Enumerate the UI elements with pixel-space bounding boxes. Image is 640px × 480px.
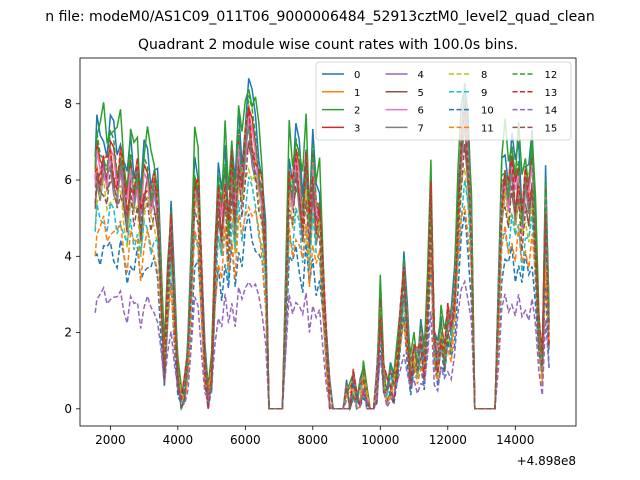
legend-label-3: 3 (354, 123, 360, 134)
legend-label-13: 13 (545, 88, 558, 99)
plot-frame (79, 57, 577, 427)
x-tick-label: 6000 (230, 433, 261, 447)
legend-label-6: 6 (418, 106, 424, 117)
legend-box (315, 61, 572, 141)
legend-label-12: 12 (545, 70, 558, 81)
figure-suptitle: n file: modeM0/AS1C09_011T06_9000006484_… (45, 9, 594, 25)
series-lines (94, 78, 550, 412)
legend-label-8: 8 (481, 70, 487, 81)
chart-title: Quadrant 2 module wise count rates with … (138, 37, 518, 53)
x-offset-label: +4.898e8 (517, 454, 576, 468)
legend-label-7: 7 (418, 123, 424, 134)
x-tick-label: 10000 (361, 433, 399, 447)
y-tick-label: 0 (64, 402, 72, 416)
legend-label-0: 0 (354, 70, 360, 81)
x-tick-label: 12000 (429, 433, 467, 447)
x-tick-label: 14000 (496, 433, 534, 447)
y-tick-label: 2 (64, 326, 72, 340)
legend-label-14: 14 (545, 106, 558, 117)
legend-label-11: 11 (481, 123, 494, 134)
y-tick-label: 6 (64, 173, 72, 187)
legend-label-1: 1 (354, 88, 360, 99)
y-tick-label: 4 (64, 249, 72, 263)
legend-label-9: 9 (481, 88, 487, 99)
legend-label-2: 2 (354, 106, 360, 117)
legend-label-10: 10 (481, 106, 494, 117)
x-tick-label: 4000 (163, 433, 194, 447)
series-line-14 (94, 279, 550, 410)
legend-label-4: 4 (418, 70, 424, 81)
series-line-15 (94, 140, 550, 410)
y-tick-label: 8 (64, 97, 72, 111)
legend-label-15: 15 (545, 123, 558, 134)
x-tick-label: 2000 (95, 433, 126, 447)
x-tick-label: 8000 (298, 433, 329, 447)
axes: 2000 4000 6000 8000 10000 12000 14000 0 2 4 6 8 (64, 97, 534, 447)
legend-label-5: 5 (418, 88, 424, 99)
